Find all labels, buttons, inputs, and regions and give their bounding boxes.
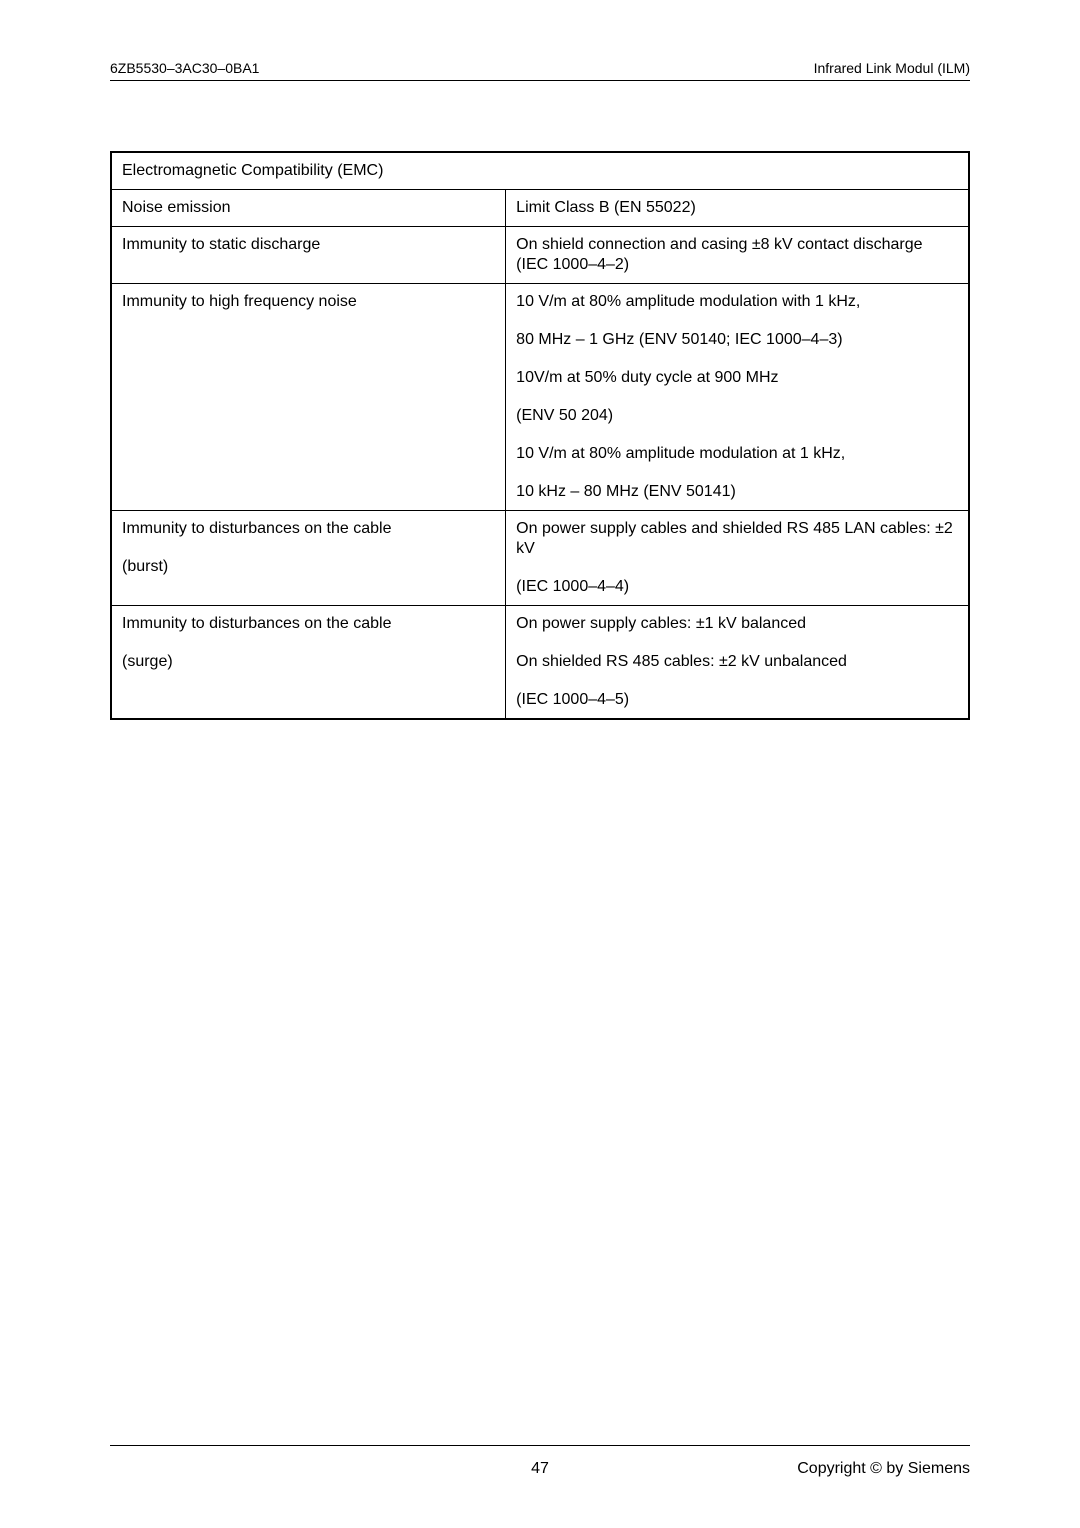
table-row: Immunity to disturbances on the cable (s…	[111, 606, 969, 720]
page-header: 6ZB5530–3AC30–0BA1 Infrared Link Modul (…	[110, 60, 970, 81]
row-label: Noise emission	[122, 199, 230, 216]
table-row: Immunity to high frequency noise 10 V/m …	[111, 284, 969, 511]
row-value: (IEC 1000–4–5)	[516, 690, 958, 710]
row-value-block: On power supply cables: ±1 kV balanced O…	[516, 614, 958, 710]
table-row: Immunity to static discharge On shield c…	[111, 227, 969, 284]
row-label: Immunity to static discharge	[122, 236, 320, 253]
emc-table: Electromagnetic Compatibility (EMC) Nois…	[110, 151, 970, 720]
row-value: 10 kHz – 80 MHz (ENV 50141)	[516, 482, 958, 502]
row-value: 10 V/m at 80% amplitude modulation with …	[516, 292, 958, 312]
row-sublabel: (surge)	[122, 652, 495, 672]
row-value: 10 V/m at 80% amplitude modulation at 1 …	[516, 444, 958, 464]
row-value: Limit Class B (EN 55022)	[516, 199, 696, 216]
page-footer: 47 Copyright © by Siemens	[110, 1445, 970, 1478]
row-value-block: On power supply cables and shielded RS 4…	[516, 519, 958, 597]
row-value: On power supply cables: ±1 kV balanced	[516, 614, 958, 634]
row-value: On shield connection and casing ±8 kV co…	[516, 236, 922, 273]
row-label: Immunity to high frequency noise	[122, 293, 357, 310]
row-sublabel: (burst)	[122, 557, 495, 577]
row-label: Immunity to disturbances on the cable	[122, 519, 495, 539]
table-row: Noise emission Limit Class B (EN 55022)	[111, 190, 969, 227]
doc-id: 6ZB5530–3AC30–0BA1	[110, 60, 259, 76]
footer-rule	[110, 1445, 970, 1446]
row-value: 10V/m at 50% duty cycle at 900 MHz	[516, 368, 958, 388]
row-value: (ENV 50 204)	[516, 406, 958, 426]
table-section-title: Electromagnetic Compatibility (EMC)	[111, 152, 969, 190]
row-label: Immunity to disturbances on the cable	[122, 614, 495, 634]
page-number: 47	[531, 1460, 549, 1478]
row-value: (IEC 1000–4–4)	[516, 577, 958, 597]
row-value-block: 10 V/m at 80% amplitude modulation with …	[516, 292, 958, 502]
row-value: On power supply cables and shielded RS 4…	[516, 519, 958, 559]
copyright: Copyright © by Siemens	[797, 1460, 970, 1478]
row-value: On shielded RS 485 cables: ±2 kV unbalan…	[516, 652, 958, 672]
table-row: Immunity to disturbances on the cable (b…	[111, 511, 969, 606]
row-value: 80 MHz – 1 GHz (ENV 50140; IEC 1000–4–3)	[516, 330, 958, 350]
doc-title: Infrared Link Modul (ILM)	[814, 60, 970, 76]
